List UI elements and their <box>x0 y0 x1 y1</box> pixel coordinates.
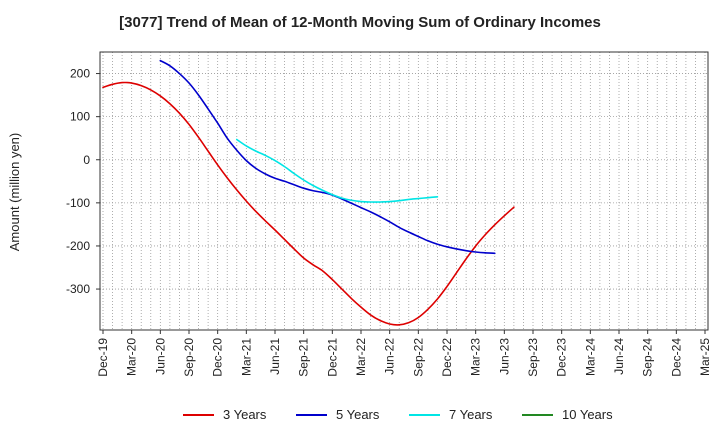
x-tick-label: Mar-21 <box>239 338 253 376</box>
legend: 3 Years 5 Years 7 Years 10 Years <box>183 407 613 422</box>
x-tick-label: Sep-22 <box>411 338 425 377</box>
legend-label-3-years: 3 Years <box>223 407 267 422</box>
x-tick-label: Sep-23 <box>526 338 540 377</box>
legend-label-7-years: 7 Years <box>449 407 493 422</box>
x-tick-label: Dec-22 <box>440 338 454 377</box>
x-tick-label: Mar-22 <box>354 338 368 376</box>
legend-label-10-years: 10 Years <box>562 407 613 422</box>
plot-background <box>100 52 708 330</box>
y-tick-label: 200 <box>70 67 90 81</box>
y-tick-label: 0 <box>83 153 90 167</box>
plot-border <box>99 51 709 331</box>
x-tick-label: Jun-21 <box>268 338 282 375</box>
x-tick-labels: Dec-19 Mar-20 Jun-20 Sep-20 Dec-20 Mar-21 Jun-… <box>96 330 712 377</box>
x-tick-label: Sep-20 <box>182 338 196 377</box>
x-tick-label: Jun-22 <box>383 338 397 375</box>
y-tick-labels: 200 100 0 -100 -200 -300 <box>66 67 100 296</box>
x-tick-label: Jun-20 <box>153 338 167 375</box>
x-tick-label: Dec-20 <box>211 338 225 377</box>
x-tick-label: Dec-19 <box>96 338 110 377</box>
x-tick-label: Jun-23 <box>497 338 511 375</box>
x-tick-label: Jun-24 <box>612 338 626 375</box>
x-tick-label: Mar-23 <box>469 338 483 376</box>
x-tick-label: Mar-25 <box>698 338 712 376</box>
x-tick-label: Dec-23 <box>555 338 569 377</box>
x-tick-label: Sep-24 <box>641 338 655 377</box>
x-tick-label: Mar-24 <box>583 338 597 376</box>
x-tick-label: Dec-21 <box>325 338 339 377</box>
y-axis-label: Amount (million yen) <box>7 133 22 252</box>
x-tick-label: Mar-20 <box>125 338 139 376</box>
x-tick-label: Dec-24 <box>669 338 683 377</box>
series-lines <box>102 59 515 326</box>
y-tick-label: -300 <box>66 282 90 296</box>
series-line-5-years <box>159 59 496 255</box>
series-line-3-years <box>102 81 515 326</box>
y-tick-label: -100 <box>66 196 90 210</box>
chart-title: [3077] Trend of Mean of 12-Month Moving … <box>119 14 601 31</box>
x-tick-label: Sep-21 <box>297 338 311 377</box>
series-line-7-years <box>235 138 439 203</box>
y-tick-label: -200 <box>66 239 90 253</box>
legend-label-5-years: 5 Years <box>336 407 380 422</box>
y-tick-label: 100 <box>70 110 90 124</box>
